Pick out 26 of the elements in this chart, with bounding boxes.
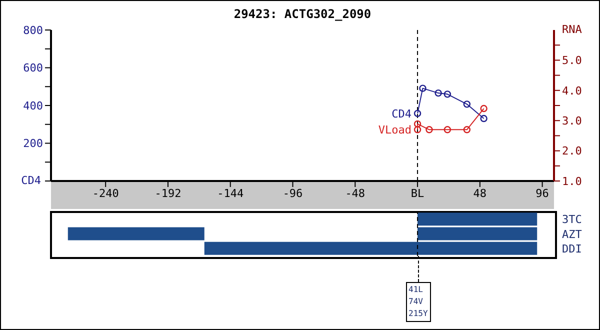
x-tick-label: -144 [217,186,244,200]
x-tick-label: BL [410,186,425,200]
x-tick-label: -48 [345,186,366,200]
y2-tick-label: 2.0 [562,144,582,158]
x-tick-label: -240 [92,186,119,200]
series-label: VLoad [378,124,412,137]
y-tick-label: 600 [23,62,43,75]
x-tick-label: 48 [473,186,487,200]
y-axis-title: CD4 [20,174,41,187]
y-tick-label: 200 [23,137,43,150]
x-tick-label: 96 [536,186,549,200]
mutation-box: 41L 74V 215Y [406,282,431,322]
y2-tick-label: 1.0 [562,174,582,188]
chart-title: 29423: ACTG302_2090 [232,7,372,21]
y2-tick-label: 4.0 [562,84,582,98]
y-tick-label: DDI [562,242,582,256]
x-tick-label: -192 [154,186,182,200]
y-tick-label: AZT [562,228,582,241]
y2-axis-title: RNA [562,23,582,36]
series-label: CD4 [392,107,412,120]
y-tick-label: 3TC [562,213,582,226]
y2-tick-label: 5.0 [562,54,582,68]
y-tick-label: 800 [23,24,43,37]
y-tick-label: 400 [23,99,43,112]
x-tick-label: -96 [282,186,303,200]
y2-tick-label: 3.0 [562,114,582,128]
